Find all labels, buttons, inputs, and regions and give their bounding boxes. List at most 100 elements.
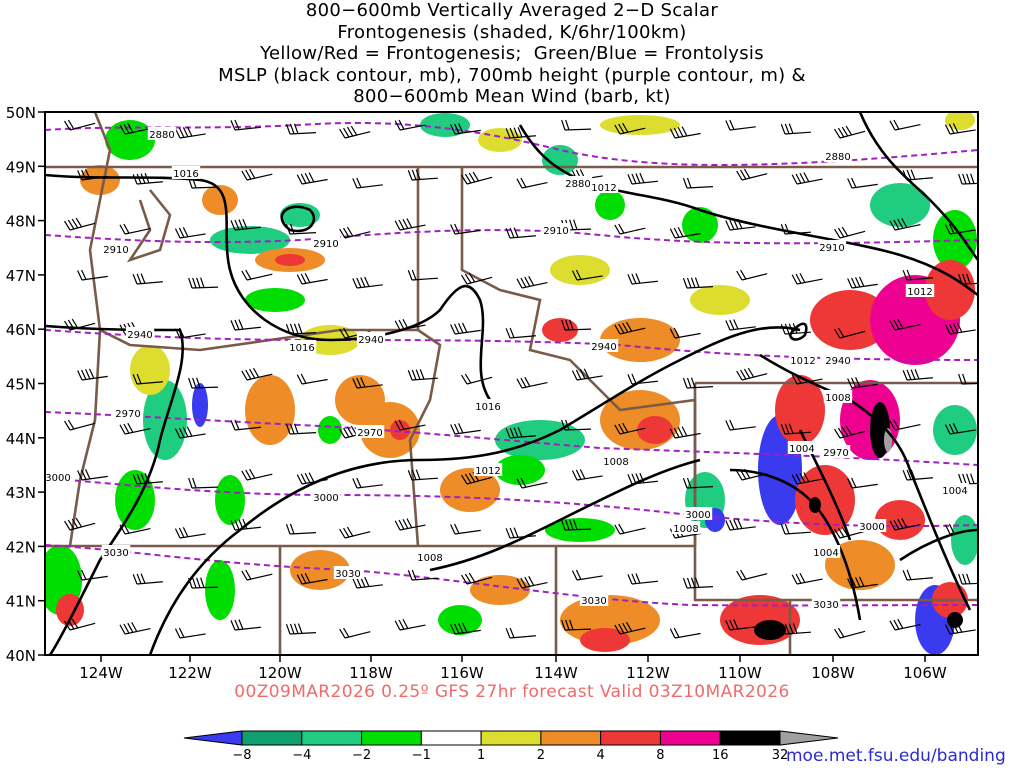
mslp-label: 1016 — [475, 402, 500, 413]
wind-barb — [407, 369, 438, 381]
height-label: 3030 — [581, 596, 606, 607]
lon-label: 118W — [349, 664, 393, 682]
wind-barb — [461, 272, 493, 285]
lon-label: 112W — [626, 664, 670, 682]
wind-barb — [834, 125, 866, 139]
wind-barb — [285, 123, 316, 135]
wind-barb — [725, 218, 756, 231]
wind-barb — [230, 218, 261, 231]
wind-barb — [516, 177, 548, 189]
height-label-bg — [563, 176, 593, 189]
wind-barb — [77, 169, 108, 181]
wind-barb — [407, 269, 438, 281]
wind-barb — [450, 423, 481, 435]
wind-barb — [627, 573, 658, 585]
wind-barb — [132, 273, 163, 285]
forecast-valid-line: 00Z09MAR2026 0.25º GFS 27hr forecast Val… — [234, 682, 790, 702]
wind-barb — [889, 618, 921, 631]
wind-barb — [780, 523, 811, 535]
wind-barb — [561, 519, 592, 531]
wind-barb — [834, 627, 866, 639]
mslp-label: 1012 — [907, 287, 932, 298]
height-label-bg — [817, 240, 847, 253]
longitude-axis: 124W 122W 120W 118W 116W 114W 112W 110W 108W 106W — [79, 655, 947, 682]
wind-barb — [791, 373, 823, 385]
title-line-5: 800−600mb Mean Wind (barb, kt) — [353, 86, 671, 107]
wind-barb — [958, 273, 978, 285]
wind-barb — [505, 327, 536, 339]
mslp-label-bg — [788, 353, 818, 366]
wind-barb — [352, 576, 383, 589]
wind-barb — [132, 473, 163, 485]
colorbar-segment — [301, 730, 363, 746]
wind-barb — [296, 373, 328, 385]
wind-barb — [736, 468, 768, 481]
height-label-bg — [101, 545, 131, 558]
wind-barb — [352, 276, 383, 289]
mslp-label: 1008 — [673, 524, 698, 535]
wind-barb — [64, 119, 96, 131]
height-label-bg — [821, 445, 851, 458]
wind-barb — [188, 377, 219, 389]
mslp-label-bg — [473, 463, 503, 476]
height-label-bg — [113, 406, 143, 419]
wind-barb — [394, 419, 426, 431]
lat-label: 45N — [6, 376, 36, 394]
mslp-label-bg — [171, 166, 201, 179]
wind-barb — [958, 373, 978, 385]
wind-barb — [847, 177, 878, 189]
colorbar-segment — [540, 730, 602, 746]
wind-barb — [132, 373, 163, 385]
wind-barb — [285, 423, 316, 435]
wind-barb — [174, 426, 206, 439]
height-label: 3000 — [313, 493, 338, 504]
title-block: 800−600mb Vertically Averaged 2−D Scalar… — [0, 0, 1024, 108]
wind-barb — [561, 619, 592, 631]
wind-barb — [394, 318, 426, 331]
lat-label: 48N — [6, 213, 36, 231]
mslp-label-bg — [940, 483, 970, 496]
wind-barb — [561, 419, 592, 431]
lat-label: 40N — [6, 647, 36, 665]
height-label: 3030 — [335, 569, 360, 580]
mslp-label-bg — [787, 441, 817, 454]
wind-barb — [394, 119, 426, 131]
colorbar-right-arrow — [779, 730, 839, 746]
mslp-label: 1004 — [789, 444, 814, 455]
lat-label: 49N — [6, 158, 36, 176]
wind-barb — [64, 517, 96, 531]
wind-barb — [230, 518, 261, 531]
colorbar-tick-label: −4 — [292, 748, 311, 763]
wind-barb — [516, 276, 548, 289]
mslp-label-bg — [811, 545, 841, 558]
wind-barb — [682, 177, 713, 189]
wind-barb — [505, 127, 536, 139]
wind-barb — [119, 122, 151, 135]
wind-barb — [296, 573, 328, 585]
wind-barb — [682, 577, 713, 589]
wind-barb — [285, 223, 316, 235]
wind-barb — [780, 223, 811, 235]
wind-barb — [64, 419, 96, 431]
wind-barb — [394, 218, 426, 231]
wind-barb — [230, 619, 261, 631]
wind-barb — [627, 373, 658, 385]
wind-barb — [77, 368, 108, 381]
height-label-bg — [579, 593, 609, 606]
wind-barb — [847, 276, 878, 289]
wind-barb — [614, 122, 646, 135]
wind-barb — [461, 373, 493, 385]
mslp-label-bg — [287, 340, 317, 353]
wind-barb — [352, 177, 383, 189]
colorbar-tick-label: 32 — [772, 748, 789, 763]
wind-barb — [561, 319, 592, 331]
wind-barb — [780, 323, 811, 335]
wind-barb — [461, 471, 493, 485]
wind-barb — [627, 273, 658, 285]
wind-barb — [188, 177, 219, 189]
mslp-label: 1008 — [603, 457, 628, 468]
mslp-contours — [45, 112, 978, 655]
wind-barb — [944, 523, 976, 535]
colorbar-tick-label: 2 — [537, 748, 545, 763]
wind-barb — [241, 269, 273, 281]
